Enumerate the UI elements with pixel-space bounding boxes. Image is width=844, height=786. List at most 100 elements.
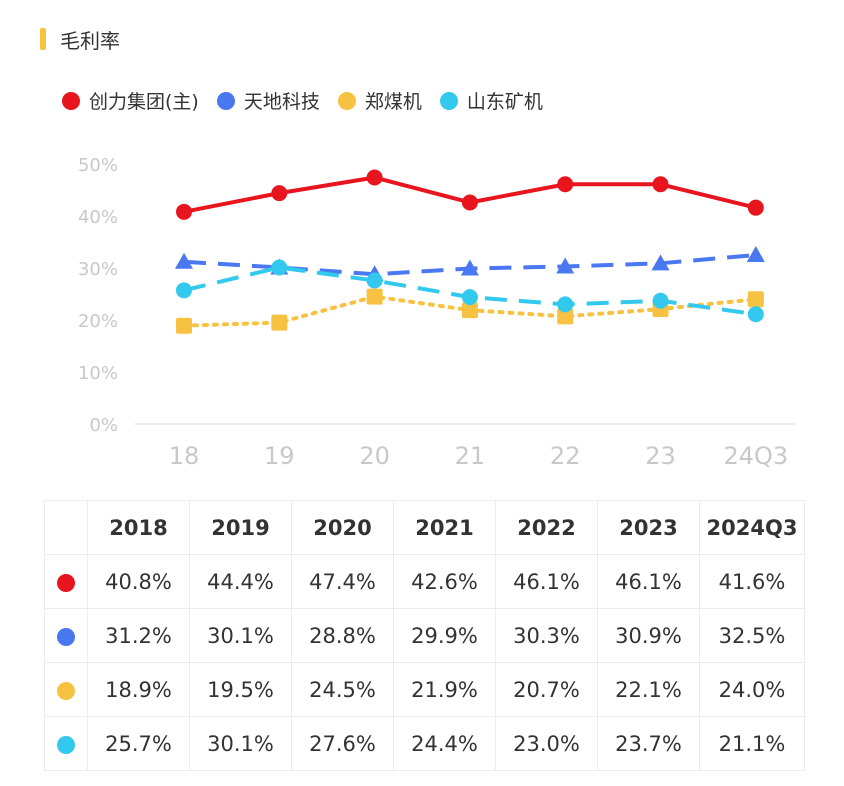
series-color-dot (57, 681, 75, 700)
legend-label-2: 郑煤机 (364, 91, 422, 113)
table-row-marker-cell (44, 662, 88, 717)
table-cell: 19.5% (189, 662, 292, 717)
table-header-cell: 2018 (87, 500, 190, 555)
data-point-0 (557, 176, 574, 193)
data-point-2 (366, 288, 383, 305)
table-cell: 30.9% (597, 608, 700, 663)
data-point-3 (557, 296, 574, 313)
table-header-cell: 2020 (291, 500, 394, 555)
table-cell: 32.5% (699, 608, 805, 663)
table-row: 40.8% 44.4% 47.4% 42.6% 46.1% 46.1% 41.6% (44, 554, 805, 609)
data-point-1 (651, 254, 670, 271)
data-point-0 (461, 194, 478, 211)
table-cell: 44.4% (189, 554, 292, 609)
data-point-0 (271, 185, 288, 202)
table-cell: 21.1% (699, 716, 805, 771)
data-point-3 (461, 289, 478, 306)
data-point-1 (746, 246, 765, 262)
table-cell: 24.0% (699, 662, 805, 717)
data-point-3 (271, 259, 288, 276)
table-cell: 31.2% (87, 608, 190, 663)
table-cell: 47.4% (291, 554, 394, 609)
table-corner-cell (44, 500, 88, 555)
chart-legend: 创力集团(主) 天地科技 郑煤机 山东矿机 (62, 87, 561, 114)
y-tick-label: 30% (78, 259, 118, 280)
legend-item-3[interactable]: 山东矿机 (439, 87, 543, 114)
title-accent-bar (40, 28, 46, 50)
table-cell: 27.6% (291, 716, 394, 771)
y-tick-label: 10% (78, 363, 118, 384)
table-cell: 30.3% (495, 608, 598, 663)
data-point-0 (176, 203, 192, 220)
legend-label-3: 山东矿机 (466, 91, 543, 113)
table-cell: 42.6% (393, 554, 496, 609)
y-tick-label: 50% (78, 155, 118, 176)
data-point-1 (460, 259, 479, 276)
legend-marker-1 (216, 91, 235, 110)
table-cell: 22.1% (597, 662, 700, 717)
table-row-marker-cell (44, 554, 88, 609)
data-point-1 (175, 252, 193, 269)
data-point-2 (271, 314, 288, 331)
table-row-marker-cell (44, 716, 88, 771)
table-header-cell: 2024Q3 (699, 500, 805, 555)
table-cell: 41.6% (699, 554, 805, 609)
x-tick-label: 23 (645, 442, 676, 470)
x-tick-label: 18 (169, 442, 200, 470)
table-cell: 25.7% (87, 716, 190, 771)
y-tick-label: 40% (78, 207, 118, 228)
x-tick-label: 20 (359, 442, 390, 470)
table-header-cell: 2019 (189, 500, 292, 555)
table-header-cell: 2022 (495, 500, 598, 555)
table-header-row: 2018 2019 2020 2021 2022 2023 2024Q3 (44, 500, 805, 555)
table-cell: 24.4% (393, 716, 496, 771)
y-tick-label: 0% (89, 415, 118, 436)
series-color-dot (57, 735, 75, 754)
table-cell: 30.1% (189, 608, 292, 663)
table-header-cell: 2021 (393, 500, 496, 555)
table-header-cell: 2023 (597, 500, 700, 555)
legend-item-1[interactable]: 天地科技 (216, 87, 320, 114)
legend-marker-2 (337, 91, 356, 110)
table-row-marker-cell (44, 608, 88, 663)
table-row: 25.7% 30.1% 27.6% 24.4% 23.0% 23.7% 21.1% (44, 716, 805, 771)
table-cell: 18.9% (87, 662, 190, 717)
table-cell: 24.5% (291, 662, 394, 717)
series-color-dot (57, 627, 75, 646)
x-tick-label: 22 (550, 442, 581, 470)
data-point-1 (556, 257, 575, 274)
data-point-3 (652, 292, 669, 309)
legend-marker-0 (62, 91, 80, 110)
legend-label-0: 创力集团(主) (89, 91, 199, 113)
table-cell: 40.8% (87, 554, 190, 609)
table-cell: 23.0% (495, 716, 598, 771)
x-tick-label: 21 (455, 442, 486, 470)
table-cell: 20.7% (495, 662, 598, 717)
line-chart: 0% 10% 20% 30% 40% 50% 18 19 20 21 22 23 24Q3 (78, 155, 795, 470)
data-point-2 (747, 291, 764, 308)
data-point-0 (366, 169, 383, 186)
legend-label-1: 天地科技 (243, 91, 320, 113)
y-tick-label: 20% (78, 311, 118, 332)
table-cell: 23.7% (597, 716, 700, 771)
chart-title: 毛利率 (60, 29, 120, 53)
table-cell: 21.9% (393, 662, 496, 717)
data-point-3 (366, 272, 383, 289)
legend-marker-3 (439, 91, 458, 110)
table-cell: 46.1% (495, 554, 598, 609)
data-point-2 (557, 308, 574, 325)
data-point-3 (747, 306, 764, 323)
data-point-3 (176, 282, 192, 299)
legend-item-0[interactable]: 创力集团(主) (62, 87, 199, 114)
table-row: 18.9% 19.5% 24.5% 21.9% 20.7% 22.1% 24.0% (44, 662, 805, 717)
data-point-0 (652, 176, 669, 193)
data-point-0 (747, 199, 764, 216)
data-point-2 (461, 302, 478, 319)
table-row: 31.2% 30.1% 28.8% 29.9% 30.3% 30.9% 32.5% (44, 608, 805, 663)
data-point-2 (176, 317, 192, 334)
table-cell: 46.1% (597, 554, 700, 609)
table-cell: 29.9% (393, 608, 496, 663)
legend-item-2[interactable]: 郑煤机 (337, 87, 422, 114)
x-tick-label: 19 (264, 442, 295, 470)
table-cell: 30.1% (189, 716, 292, 771)
